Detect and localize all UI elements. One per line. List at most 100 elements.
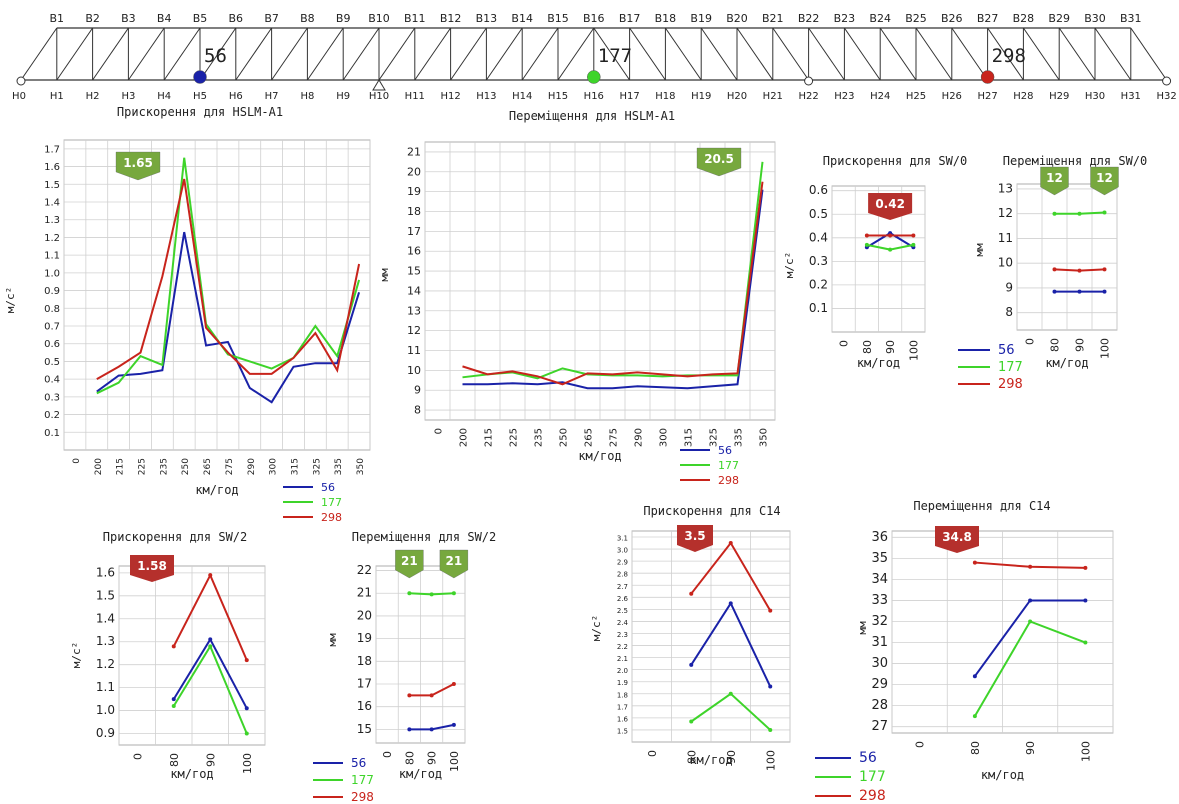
support-roller-icon xyxy=(804,76,814,86)
y-tick-label: 1.3 xyxy=(44,215,60,226)
y-tick-label: 31 xyxy=(871,635,888,650)
y-tick-label: 18 xyxy=(407,205,421,218)
y-tick-label: 2.2 xyxy=(617,643,628,651)
truss-diagonal xyxy=(700,27,738,81)
y-tick-label: 0.3 xyxy=(809,254,828,268)
x-axis-label: км/год xyxy=(689,753,732,767)
x-tick-label: 350 xyxy=(356,458,366,475)
x-tick-label: 235 xyxy=(534,428,545,447)
truss-bottom-node-label: H2 xyxy=(86,91,100,102)
truss-bottom-node-label: H8 xyxy=(300,91,314,102)
truss-diagonal xyxy=(915,27,953,81)
x-tick-label: 0 xyxy=(838,340,851,347)
truss-diagonal xyxy=(20,27,58,81)
y-tick-label: 20 xyxy=(407,165,421,178)
callout-flag-icon xyxy=(395,549,424,579)
y-axis-label: м/с² xyxy=(783,252,796,279)
x-axis-label: км/год xyxy=(170,767,213,781)
y-tick-label: 19 xyxy=(407,185,421,198)
y-tick-label: 0.2 xyxy=(44,410,60,421)
callout-value: 12 xyxy=(1096,171,1113,185)
y-axis-label: мм xyxy=(378,268,391,282)
series-56-point xyxy=(1052,289,1057,294)
x-tick-label: 80 xyxy=(403,751,416,765)
x-tick-label: 80 xyxy=(969,741,982,755)
y-tick-label: 1.0 xyxy=(96,703,115,717)
series-298-point xyxy=(244,658,249,663)
x-tick-label: 290 xyxy=(634,428,645,447)
y-tick-label: 13 xyxy=(998,181,1013,195)
x-tick-label: 0 xyxy=(914,741,927,748)
y-tick-label: 2.0 xyxy=(617,667,628,675)
x-tick-label: 250 xyxy=(181,458,191,475)
chart-disp_sw0: 8 9 10 11 12 13 0 80 90 100 Переміщення для SW/0 км… xyxy=(973,154,1147,370)
truss-diagonal xyxy=(485,27,523,81)
y-tick-label: 8 xyxy=(414,404,421,417)
callout-value: 1.58 xyxy=(137,559,167,573)
callout-value: 12 xyxy=(1046,171,1063,185)
chart-title: Прискорення для SW/2 xyxy=(103,530,248,544)
truss-bottom-node-label: H24 xyxy=(870,91,890,102)
series-298-point xyxy=(407,693,412,698)
series-56-point xyxy=(451,722,456,727)
series-177-point xyxy=(1083,640,1088,645)
legend-label: 56 xyxy=(998,343,1015,358)
truss-bottom-node-label: H9 xyxy=(336,91,350,102)
series-177-point xyxy=(171,703,176,708)
y-tick-label: 16 xyxy=(407,245,421,258)
truss-diagonal xyxy=(521,27,559,81)
y-tick-label: 1.5 xyxy=(44,180,60,191)
truss-bottom-node-label: H22 xyxy=(798,91,818,102)
truss-diagonal xyxy=(736,27,774,81)
truss-bottom-node-label: H1 xyxy=(50,91,64,102)
series-56-point xyxy=(244,706,249,711)
y-tick-label: 21 xyxy=(407,145,421,158)
truss-top-node-label: B23 xyxy=(834,12,856,25)
x-tick-label: 100 xyxy=(241,753,254,774)
truss-top-node-label: B14 xyxy=(511,12,533,25)
x-axis-label: км/год xyxy=(399,767,442,781)
truss-top-node-label: B29 xyxy=(1048,12,1070,25)
x-axis-label: км/год xyxy=(981,768,1024,782)
truss-diagonal xyxy=(450,27,487,81)
x-tick-label: 90 xyxy=(426,751,439,765)
truss-top-node-label: B20 xyxy=(726,12,748,25)
y-tick-label: 30 xyxy=(871,656,888,671)
chart-disp_hslm: 8 9 10 11 12 13 14 15 16 17 18 19 20 21 0 200 215 225 235 2… xyxy=(378,109,776,463)
truss-top-node-label: B13 xyxy=(476,12,498,25)
legend-label: 298 xyxy=(998,377,1023,392)
callout-flag-icon xyxy=(130,555,174,582)
truss-diagonal xyxy=(664,27,702,81)
legend: 56 177 298 xyxy=(313,756,374,804)
legend-label: 177 xyxy=(321,496,342,509)
chart-disp_sw2: 15 16 17 18 19 20 21 22 0 80 90 100 Переміщення для … xyxy=(326,530,496,781)
x-tick-label: 0 xyxy=(72,458,82,464)
legend-label: 298 xyxy=(718,474,739,487)
truss-top-node-label: B18 xyxy=(655,12,677,25)
truss-top-node-label: B11 xyxy=(404,12,426,25)
truss-bottom-node-label: H11 xyxy=(405,91,425,102)
x-tick-label: 300 xyxy=(659,428,670,447)
chart-title: Переміщення для HSLM-A1 xyxy=(509,109,675,123)
legend-label: 56 xyxy=(351,756,366,770)
series-56-point xyxy=(407,727,412,732)
y-tick-label: 0.6 xyxy=(44,339,60,350)
y-tick-label: 1.9 xyxy=(617,679,628,687)
callout-value: 0.42 xyxy=(875,197,905,211)
truss-top-node-label: B8 xyxy=(300,12,315,25)
x-tick-label: 0 xyxy=(1024,338,1037,345)
x-axis-label: км/год xyxy=(195,483,238,497)
x-tick-label: 250 xyxy=(559,428,570,447)
truss-top-node-label: B19 xyxy=(690,12,712,25)
measurement-point-marker xyxy=(193,70,207,84)
y-tick-label: 1.2 xyxy=(96,657,115,671)
truss-bottom-node-label: H21 xyxy=(763,91,783,102)
x-tick-label: 325 xyxy=(312,458,322,475)
callout-flag-icon xyxy=(115,151,161,181)
truss-top-node-label: B21 xyxy=(762,12,784,25)
y-tick-label: 19 xyxy=(357,631,372,645)
truss-diagonal xyxy=(127,27,165,81)
y-axis-label: м/с² xyxy=(70,642,83,669)
y-tick-label: 1.1 xyxy=(96,680,115,694)
